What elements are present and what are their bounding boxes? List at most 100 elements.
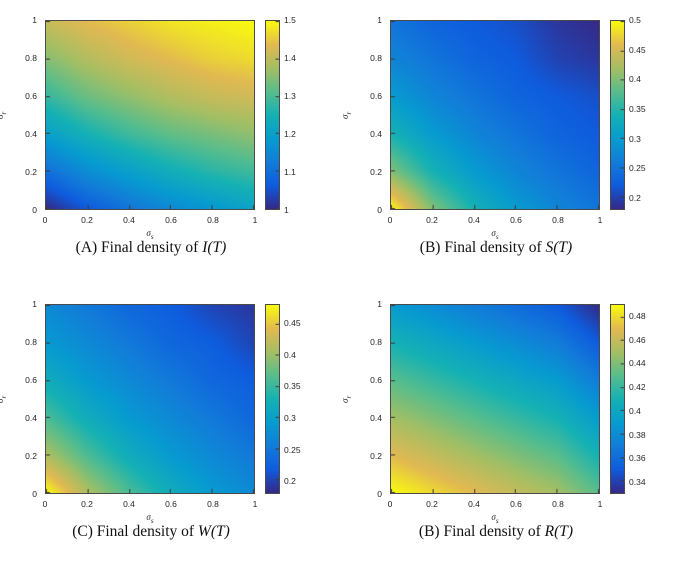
colorbar-tick-label: 0.4 — [284, 349, 296, 360]
colorbar-tick-label: 0.35 — [284, 381, 301, 392]
x-tick-label: 0 — [387, 215, 393, 225]
colorbar-tick-labels: 1 1.1 1.2 1.3 1.4 1.5 — [284, 15, 326, 215]
x-tick-label: 0.8 — [207, 499, 219, 509]
colorbar — [265, 20, 280, 210]
caption-text: (B) Final density of — [418, 523, 541, 540]
heatmap-panel-c: σr 00.20.40.60.81 0.20.250.30.350.40.45 … — [0, 290, 345, 548]
colorbar-tick-labels: 0.2 0.25 0.3 0.35 0.4 0.45 — [284, 304, 326, 496]
y-tick-label: 0.2 — [370, 167, 382, 177]
y-tick-label: 0 — [377, 205, 382, 215]
y-tick-label: 0.8 — [370, 337, 382, 347]
y-tick-label: 0.8 — [370, 53, 382, 63]
x-tick-label: 0.2 — [426, 215, 438, 225]
colorbar-tick-label: 1.3 — [284, 91, 296, 101]
caption-math: S(T) — [545, 239, 573, 256]
panel-caption: (B) Final density of S(T) — [345, 239, 647, 257]
x-tick-label: 0.2 — [426, 499, 438, 509]
heatmap-panel-d: σr 0 0.2 0.4 0.6 0.8 1 0.34 0.36 0.38 0.4 0.42 0.4… — [340, 290, 690, 548]
x-tick-label: 0.2 — [81, 215, 93, 225]
colorbar-tick-label: 1.2 — [284, 129, 296, 139]
x-tick-label: 0.4 — [123, 215, 135, 225]
colorbar-tick-label: 0.46 — [629, 334, 646, 345]
colorbar-tick-label: 0.2 — [629, 193, 641, 204]
colorbar-tick-label: 0.2 — [284, 476, 296, 487]
colorbar — [610, 304, 625, 494]
colorbar-tick-label: 0.34 — [629, 477, 646, 488]
x-axis-label-base: σ — [491, 228, 496, 238]
panel-caption: (C) Final density of W(T) — [0, 523, 302, 541]
y-tick-label: 1 — [32, 15, 37, 25]
x-axis-label: σs — [390, 512, 600, 525]
y-tick-label: 1 — [377, 299, 382, 309]
x-axis-label-sub: s — [150, 232, 154, 241]
colorbar-tick-label: 0.44 — [629, 358, 646, 369]
y-tick-labels: 0 0.2 0.4 0.6 0.8 1 — [345, 15, 385, 215]
y-tick-label: 0.2 — [370, 451, 382, 461]
colorbar-tick-label: 0.25 — [629, 163, 646, 174]
heatmap-panel-b: σr 0 0.2 0.4 0.6 0.8 1 0.2 0.25 0.3 0.35 0.4 0.45 0… — [340, 6, 690, 264]
caption-math: R(T) — [544, 523, 574, 540]
caption-text: (C) Final density of — [72, 523, 195, 540]
caption-text: (A) Final density of — [75, 239, 199, 256]
colorbar-tick-label: 0.4 — [629, 74, 641, 85]
y-tick-label: 0.4 — [25, 129, 37, 139]
x-tick-label: 0.4 — [468, 499, 480, 509]
heatmap-canvas — [45, 20, 255, 210]
x-tick-label: 0.6 — [165, 215, 177, 225]
colorbar-tick-label: 0.3 — [284, 413, 296, 423]
x-tick-label: 0 — [387, 499, 393, 509]
y-tick-label: 0 — [32, 205, 37, 215]
y-tick-label: 0.2 — [25, 167, 37, 177]
y-tick-label: 0.8 — [25, 337, 37, 347]
x-tick-label: 0.2 — [81, 499, 93, 509]
y-tick-label: 0.6 — [25, 375, 37, 385]
x-tick-label: 0 — [42, 499, 48, 509]
x-axis-label-sub: s — [495, 516, 499, 525]
y-tick-label: 0.4 — [370, 413, 382, 423]
y-tick-labels: 0 0.2 0.4 0.6 0.8 1 — [0, 299, 40, 499]
y-tick-label: 0.4 — [25, 413, 37, 423]
x-tick-labels: 0 0.2 0.4 0.6 0.8 1 — [43, 499, 258, 511]
colorbar-tick-label: 0.5 — [629, 15, 641, 25]
x-tick-label: 0.8 — [552, 499, 564, 509]
figure-grid: σr 00.20.40.60.81 11.11.21.31.41.5 00.20… — [0, 6, 690, 548]
x-axis-label-base: σ — [491, 512, 496, 522]
y-tick-label: 1 — [32, 299, 37, 309]
caption-text: (B) Final density of — [419, 239, 542, 256]
x-tick-labels: 0 0.2 0.4 0.6 0.8 1 — [388, 499, 603, 511]
x-tick-label: 0 — [42, 215, 48, 225]
x-axis-label-base: σ — [146, 512, 151, 522]
colorbar-tick-labels: 0.2 0.25 0.3 0.35 0.4 0.45 0.5 — [629, 15, 671, 212]
x-tick-label: 0.8 — [552, 215, 564, 225]
colorbar-tick-label: 0.48 — [629, 310, 646, 321]
colorbar-tick-label: 0.45 — [284, 318, 301, 328]
colorbar-tick-label: 0.3 — [629, 133, 641, 144]
heatmap-canvas — [390, 20, 600, 210]
colorbar — [265, 304, 280, 494]
colorbar-tick-label: 1.4 — [284, 53, 296, 63]
y-tick-label: 0.8 — [25, 53, 37, 63]
y-tick-label: 0.6 — [25, 91, 37, 101]
colorbar-tick-label: 0.36 — [629, 453, 646, 464]
colorbar-tick-label: 0.42 — [629, 382, 646, 393]
x-tick-label: 0.6 — [165, 499, 177, 509]
x-tick-label: 0.6 — [510, 499, 522, 509]
heatmap-panel-a: σr 00.20.40.60.81 11.11.21.31.41.5 00.20… — [0, 6, 345, 264]
y-tick-label: 0.4 — [370, 129, 382, 139]
x-tick-label: 1 — [252, 215, 258, 225]
colorbar-tick-label: 0.4 — [629, 405, 641, 416]
x-axis-label-sub: s — [495, 232, 499, 241]
y-tick-labels: 0 0.2 0.4 0.6 0.8 1 — [345, 299, 385, 499]
x-tick-labels: 0 0.2 0.4 0.6 0.8 1 — [43, 215, 258, 227]
colorbar-tick-label: 1.1 — [284, 167, 296, 177]
x-tick-label: 0.8 — [207, 215, 219, 225]
y-tick-label: 0.6 — [370, 375, 382, 385]
y-tick-label: 0 — [377, 489, 382, 499]
colorbar-tick-labels: 0.34 0.36 0.38 0.4 0.42 0.44 0.46 0.48 — [629, 304, 671, 496]
colorbar-tick-label: 1.5 — [284, 15, 296, 25]
colorbar-tick-label: 0.25 — [284, 444, 301, 455]
x-tick-label: 1 — [597, 499, 603, 509]
x-axis-label: σs — [390, 228, 600, 241]
y-tick-label: 1 — [377, 15, 382, 25]
x-tick-labels: 0 0.2 0.4 0.6 0.8 1 — [388, 215, 603, 227]
